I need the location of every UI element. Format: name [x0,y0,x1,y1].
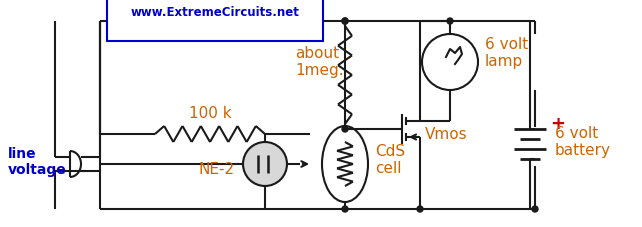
Circle shape [244,143,286,185]
Text: NE-2: NE-2 [199,162,235,177]
Text: CdS
cell: CdS cell [375,143,405,175]
Circle shape [342,19,348,25]
Circle shape [342,206,348,212]
Text: www.ExtremeCircuits.net: www.ExtremeCircuits.net [130,5,299,18]
Text: Vmos: Vmos [425,127,467,142]
Text: line
voltage: line voltage [8,146,67,176]
Circle shape [342,126,348,132]
Text: about
1meg.: about 1meg. [295,46,343,78]
Text: 100 k: 100 k [189,106,231,121]
Text: +: + [550,114,565,132]
Text: 6 volt
lamp: 6 volt lamp [485,37,528,69]
Circle shape [532,206,538,212]
Circle shape [342,19,348,25]
Text: 6 volt
battery: 6 volt battery [555,125,611,158]
Circle shape [447,19,453,25]
Circle shape [417,206,423,212]
